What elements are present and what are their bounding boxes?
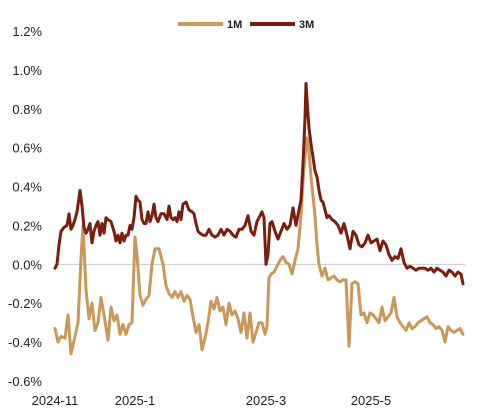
- y-tick-label: 0.2%: [12, 218, 42, 233]
- legend-label-3m: 3M: [299, 19, 314, 31]
- y-axis: 1.2% 1.0% 0.8% 0.6% 0.4% 0.2% 0.0% -0.2% -0.4% -0…: [8, 24, 465, 389]
- y-tick-label: 1.0%: [12, 63, 42, 78]
- x-tick-label: 2025-3: [246, 393, 286, 408]
- series-line-3m: [53, 82, 465, 286]
- x-tick-label: 2025-1: [115, 393, 155, 408]
- legend: 1M 3M: [178, 19, 314, 31]
- legend-label-1m: 1M: [227, 19, 242, 31]
- x-axis: 2024-11 2025-1 2025-3 2025-5: [32, 393, 392, 408]
- series-line-1m: [53, 136, 465, 356]
- series-layer: [53, 82, 465, 356]
- y-tick-label: -0.2%: [8, 296, 42, 311]
- y-tick-label: -0.6%: [8, 374, 42, 389]
- y-tick-label: 0.4%: [12, 180, 42, 195]
- x-tick-label: 2025-5: [351, 393, 391, 408]
- x-tick-label: 2024-11: [32, 393, 79, 408]
- y-tick-label: 1.2%: [12, 24, 42, 39]
- y-tick-label: 0.8%: [12, 102, 42, 117]
- y-tick-label: 0.6%: [12, 141, 42, 156]
- y-tick-label: -0.4%: [8, 335, 42, 350]
- y-tick-label: 0.0%: [12, 257, 42, 272]
